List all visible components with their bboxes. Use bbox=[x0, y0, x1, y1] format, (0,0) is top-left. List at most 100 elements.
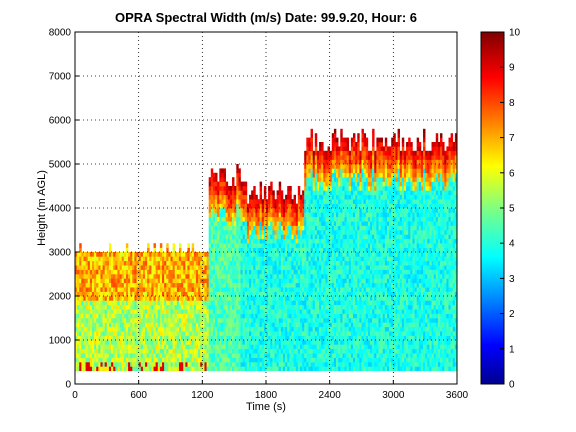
heatmap-cell bbox=[310, 150, 313, 156]
heatmap-cell bbox=[276, 300, 280, 306]
heatmap-cell bbox=[306, 252, 309, 257]
heatmap-cell bbox=[200, 256, 203, 262]
heatmap-cell bbox=[236, 340, 239, 345]
heatmap-cell bbox=[134, 313, 137, 319]
heatmap-cell bbox=[263, 256, 267, 262]
heatmap-cell bbox=[121, 362, 125, 367]
heatmap-cell bbox=[276, 252, 280, 257]
heatmap-cell bbox=[212, 230, 216, 235]
heatmap-cell bbox=[268, 300, 271, 306]
heatmap-cell bbox=[312, 238, 316, 244]
heatmap-cell bbox=[219, 190, 222, 196]
heatmap-cell bbox=[193, 340, 197, 345]
heatmap-cell bbox=[202, 322, 205, 328]
heatmap-cell bbox=[155, 340, 159, 345]
heatmap-cell bbox=[336, 304, 339, 310]
heatmap-cell bbox=[327, 181, 330, 187]
heatmap-cell bbox=[295, 216, 299, 222]
heatmap-cell bbox=[272, 331, 275, 336]
heatmap-cell bbox=[316, 159, 320, 165]
heatmap-cell bbox=[79, 287, 82, 292]
heatmap-cell bbox=[293, 265, 297, 270]
heatmap-cell bbox=[304, 221, 307, 226]
heatmap-cell bbox=[174, 340, 178, 345]
heatmap-cell bbox=[227, 291, 231, 297]
heatmap-cell bbox=[128, 348, 131, 354]
heatmap-cell bbox=[138, 335, 142, 341]
heatmap-cell bbox=[236, 269, 239, 275]
heatmap-cell bbox=[346, 208, 350, 213]
heatmap-cell bbox=[308, 155, 311, 160]
heatmap-cell bbox=[89, 256, 93, 262]
heatmap-cell bbox=[285, 278, 288, 284]
heatmap-cell bbox=[108, 309, 112, 314]
heatmap-cell bbox=[342, 335, 345, 341]
heatmap-cell bbox=[202, 353, 205, 358]
heatmap-cell bbox=[310, 357, 313, 363]
heatmap-cell bbox=[176, 335, 180, 341]
heatmap-cell bbox=[79, 252, 82, 257]
heatmap-cell bbox=[346, 225, 350, 231]
heatmap-cell bbox=[353, 230, 356, 235]
heatmap-cell bbox=[193, 291, 197, 297]
heatmap-cell bbox=[208, 225, 212, 231]
heatmap-cell bbox=[299, 353, 303, 358]
heatmap-cell bbox=[321, 260, 324, 266]
heatmap-cell bbox=[344, 282, 347, 288]
heatmap-cell bbox=[257, 331, 260, 336]
heatmap-cell bbox=[219, 291, 222, 297]
heatmap-cell bbox=[325, 274, 328, 279]
heatmap-cell bbox=[219, 225, 222, 231]
heatmap-cell bbox=[323, 304, 326, 310]
heatmap-cell bbox=[268, 274, 271, 279]
heatmap-cell bbox=[125, 247, 129, 253]
heatmap-cell bbox=[249, 300, 252, 306]
heatmap-cell bbox=[263, 344, 267, 350]
heatmap-cell bbox=[225, 243, 229, 248]
heatmap-cell bbox=[232, 177, 235, 182]
heatmap-cell bbox=[323, 150, 326, 156]
heatmap-cell bbox=[77, 260, 80, 266]
heatmap-cell bbox=[240, 243, 243, 248]
heatmap-cell bbox=[200, 340, 203, 345]
heatmap-cell bbox=[340, 282, 343, 288]
heatmap-cell bbox=[242, 247, 246, 253]
heatmap-cell bbox=[79, 274, 82, 279]
heatmap-cell bbox=[100, 322, 103, 328]
heatmap-cell bbox=[355, 177, 358, 182]
heatmap-cell bbox=[314, 212, 318, 218]
heatmap-cell bbox=[234, 300, 237, 306]
heatmap-cell bbox=[255, 238, 258, 244]
heatmap-cell bbox=[333, 304, 337, 310]
heatmap-cell bbox=[255, 225, 258, 231]
heatmap-cell bbox=[134, 362, 137, 367]
heatmap-cell bbox=[340, 168, 343, 174]
heatmap-cell bbox=[319, 309, 322, 314]
heatmap-cell bbox=[153, 296, 156, 301]
heatmap-cell bbox=[340, 278, 343, 284]
heatmap-cell bbox=[278, 265, 282, 270]
heatmap-cell bbox=[249, 225, 252, 231]
heatmap-cell bbox=[155, 309, 159, 314]
heatmap-cell bbox=[242, 208, 246, 213]
heatmap-cell bbox=[100, 282, 103, 288]
heatmap-cell bbox=[234, 199, 237, 204]
heatmap-cell bbox=[323, 230, 326, 235]
heatmap-cell bbox=[227, 287, 231, 292]
heatmap-cell bbox=[306, 335, 309, 341]
heatmap-cell bbox=[176, 313, 180, 319]
heatmap-cell bbox=[350, 190, 354, 196]
heatmap-cell bbox=[289, 274, 292, 279]
heatmap-cell bbox=[246, 238, 250, 244]
heatmap-cell bbox=[193, 256, 197, 262]
heatmap-cell bbox=[249, 291, 252, 297]
heatmap-cell bbox=[246, 225, 250, 231]
heatmap-cell bbox=[355, 362, 358, 367]
heatmap-cell bbox=[302, 216, 305, 222]
heatmap-cell bbox=[149, 313, 152, 319]
heatmap-cell bbox=[172, 269, 176, 275]
heatmap-cell bbox=[244, 247, 248, 253]
heatmap-cell bbox=[327, 331, 330, 336]
heatmap-cell bbox=[81, 296, 84, 301]
heatmap-cell bbox=[344, 252, 347, 257]
